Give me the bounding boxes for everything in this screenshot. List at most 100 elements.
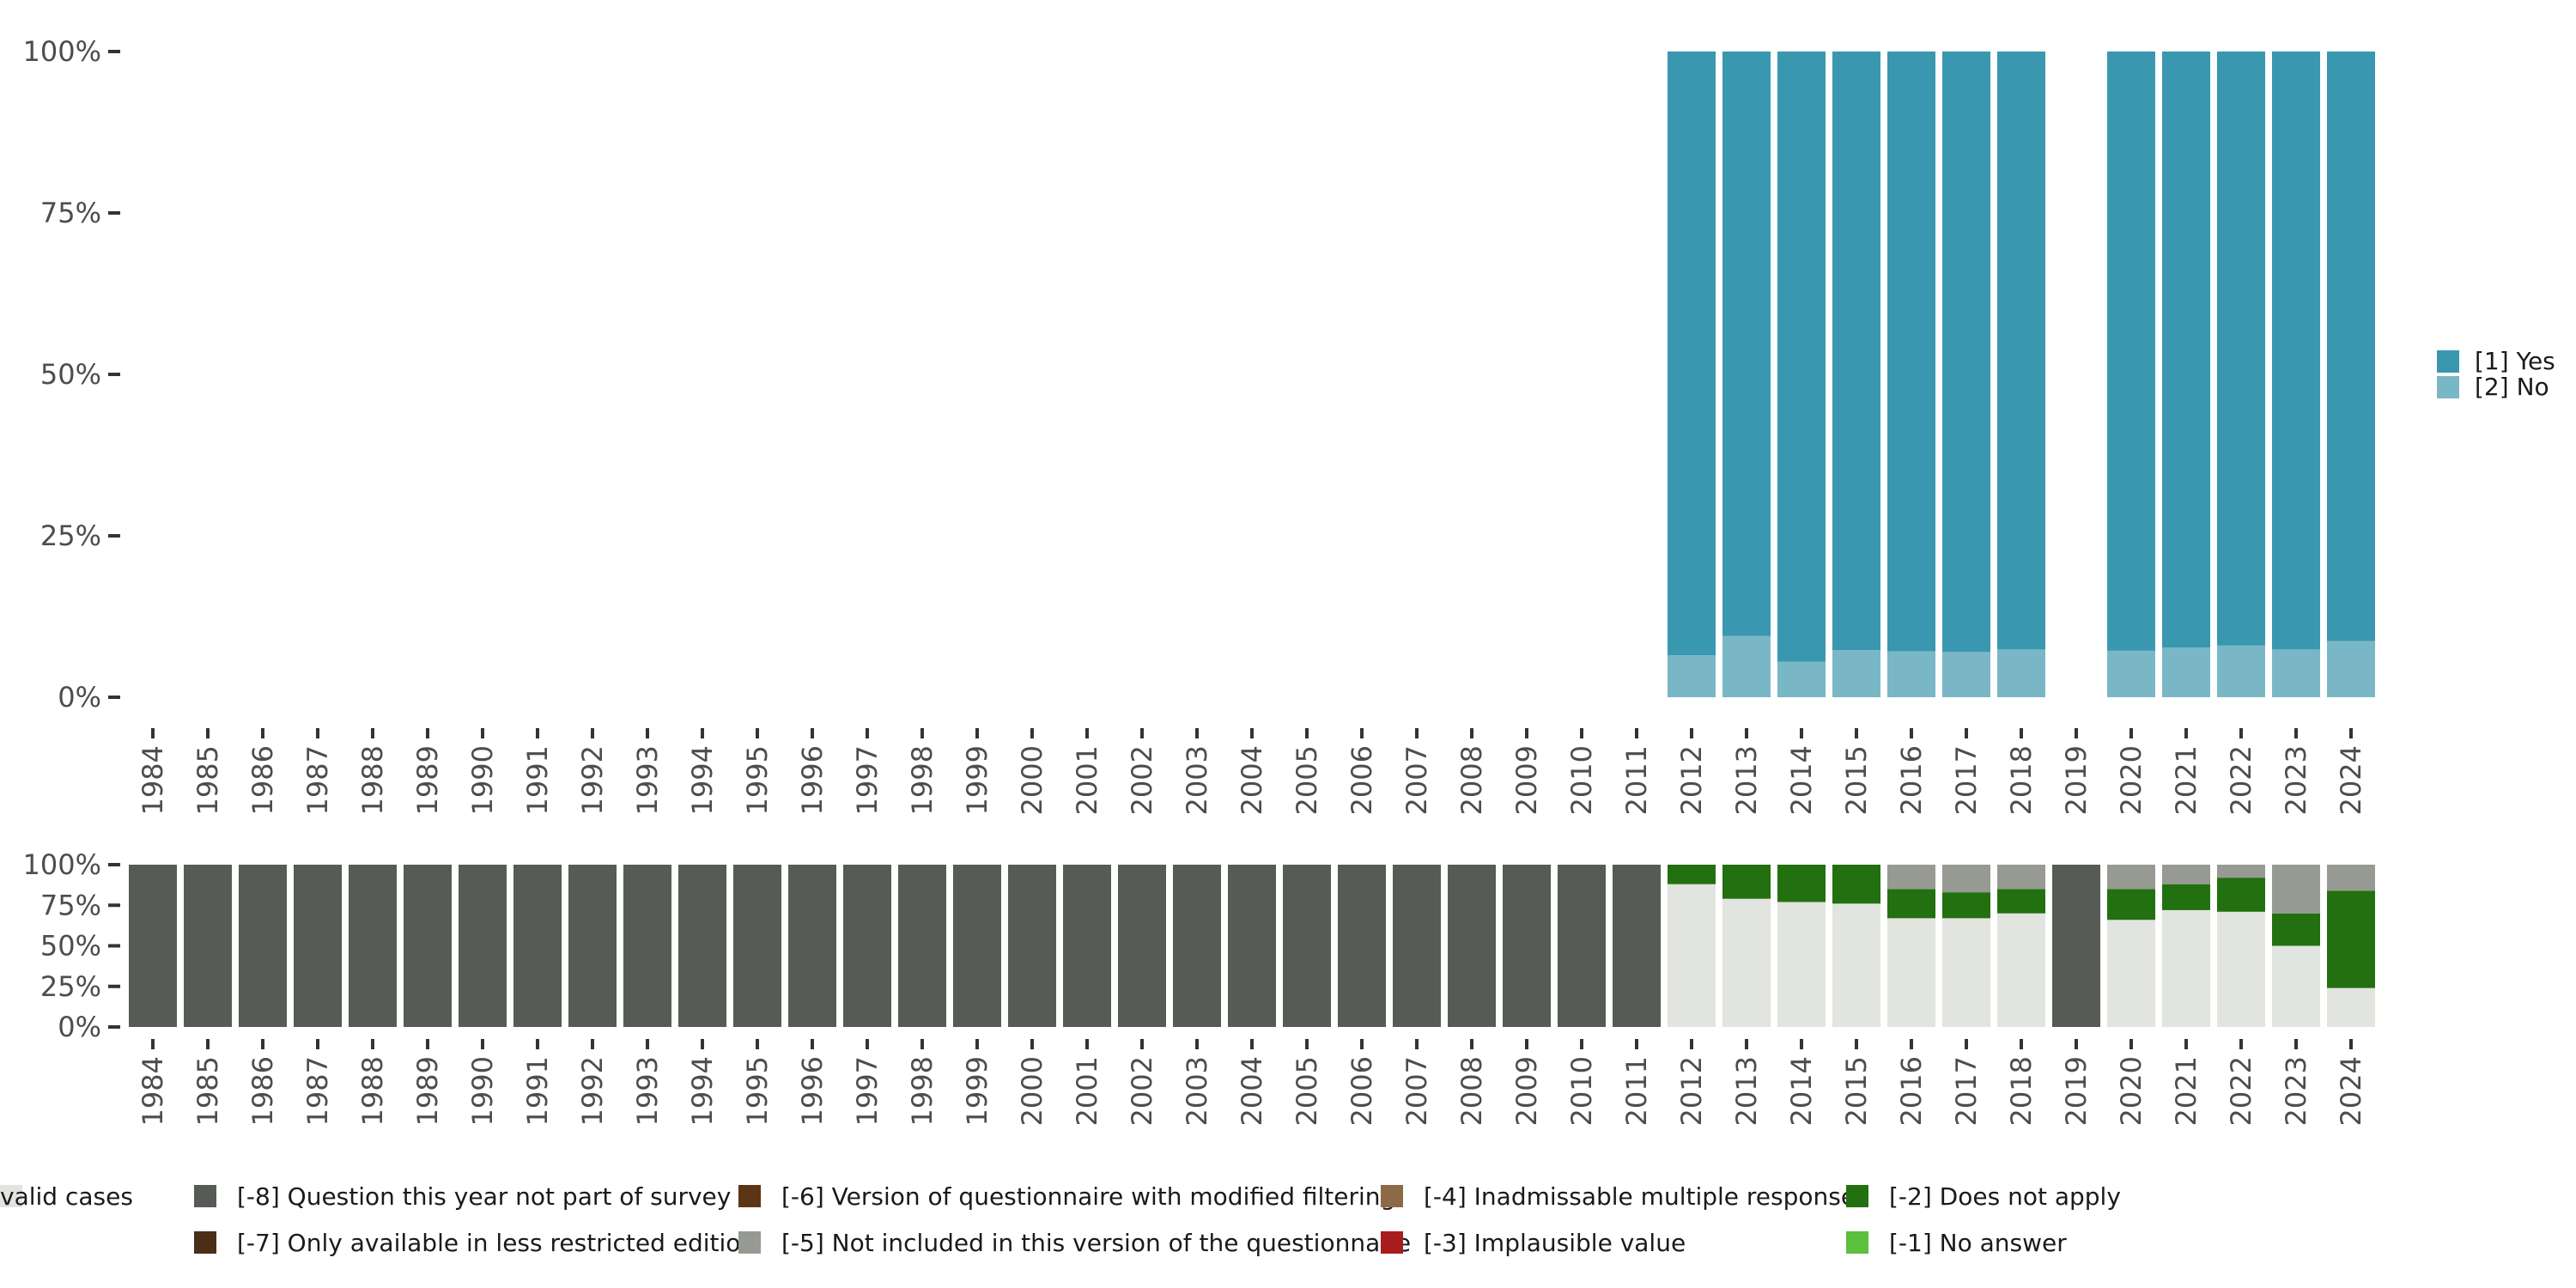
x-tick-label: 1989: [411, 745, 444, 815]
bar-segment: [2217, 911, 2265, 1027]
x-tick-label: 2008: [1455, 745, 1488, 815]
legend-swatch: [1846, 1185, 1868, 1207]
bar-segment: [623, 865, 671, 1027]
x-tick-label: 2001: [1071, 745, 1103, 815]
bar-segment: [1997, 52, 2045, 650]
legend-label: [-6] Version of questionnaire with modif…: [781, 1182, 1395, 1211]
bar-segment: [1832, 52, 1880, 651]
bar-segment: [1777, 902, 1826, 1027]
bar-segment: [733, 865, 781, 1027]
bar-segment: [2217, 645, 2265, 697]
x-tick-label: 2006: [1346, 745, 1378, 815]
x-tick-label: 1994: [686, 745, 719, 815]
y-tick-label: 75%: [40, 197, 101, 229]
x-tick-label: 2023: [2280, 745, 2312, 815]
legend-label: [1] Yes: [2475, 347, 2555, 375]
bar-segment: [513, 865, 562, 1027]
bar-segment: [1722, 635, 1771, 697]
bar-segment: [1448, 865, 1496, 1027]
bar-segment: [184, 865, 232, 1027]
bar-segment: [1942, 652, 1990, 697]
x-tick-label: 1995: [741, 745, 774, 815]
bar-segment: [953, 865, 1001, 1027]
bar-segment: [2162, 884, 2210, 910]
bar-segment: [2162, 647, 2210, 697]
y-tick-label: 50%: [40, 358, 101, 391]
bar-segment: [1942, 865, 1990, 893]
x-tick-label: 1999: [961, 745, 993, 815]
legend-swatch: [2437, 350, 2459, 373]
bar-segment: [2272, 649, 2320, 697]
bar-segment: [1722, 52, 1771, 636]
x-tick-label: 1992: [576, 745, 609, 815]
bar-segment: [1008, 865, 1056, 1027]
bar-segment: [2107, 52, 2155, 651]
bar-segment: [2217, 865, 2265, 878]
bar-segment: [1283, 865, 1331, 1027]
bar-segment: [1942, 918, 1990, 1027]
legend-swatch: [2437, 376, 2459, 398]
bar-segment: [1173, 865, 1221, 1027]
bar-segment: [2162, 865, 2210, 884]
bar-segment: [1997, 865, 2045, 890]
legend-swatch: [1846, 1231, 1868, 1254]
x-tick-label: 2002: [1126, 1056, 1158, 1126]
bar-segment: [2272, 52, 2320, 650]
bar-segment: [1668, 884, 1716, 1027]
y-tick-label: 0%: [58, 1011, 101, 1043]
bar-segment: [898, 865, 946, 1027]
x-tick-label: 1986: [246, 1056, 279, 1126]
x-tick-label: 2007: [1400, 745, 1433, 815]
x-tick-label: 2022: [2225, 1056, 2257, 1126]
bar-segment: [1777, 661, 1826, 697]
legend-swatch: [194, 1231, 216, 1254]
bar-segment: [1777, 52, 1826, 662]
x-tick-label: 1993: [631, 745, 664, 815]
x-tick-label: 1994: [686, 1056, 719, 1126]
y-tick-label: 25%: [40, 519, 101, 552]
bar-segment: [1777, 865, 1826, 902]
x-tick-label: 2000: [1016, 1056, 1048, 1126]
bar-segment: [1722, 865, 1771, 899]
x-tick-label: 1996: [796, 1056, 829, 1126]
legend-label: valid cases: [0, 1182, 133, 1211]
bar-segment: [2327, 865, 2375, 891]
legend-swatch: [1381, 1185, 1403, 1207]
bar-segment: [404, 865, 452, 1027]
x-tick-label: 2009: [1510, 1056, 1543, 1126]
bar-segment: [1942, 892, 1990, 919]
x-tick-label: 2020: [2115, 1056, 2148, 1126]
x-tick-label: 1998: [906, 745, 939, 815]
x-tick-label: 2020: [2115, 745, 2148, 815]
bar-segment: [1722, 898, 1771, 1027]
x-tick-label: 2012: [1675, 1056, 1708, 1126]
x-tick-label: 2024: [2335, 1056, 2367, 1126]
x-tick-label: 2014: [1785, 1056, 1818, 1126]
bar-segment: [2162, 52, 2210, 648]
x-tick-label: 2016: [1895, 1056, 1928, 1126]
bar-segment: [2217, 52, 2265, 646]
x-tick-label: 1990: [466, 745, 499, 815]
x-tick-label: 2021: [2170, 1056, 2202, 1126]
bar-segment: [1558, 865, 1606, 1027]
bar-segment: [239, 865, 287, 1027]
x-tick-label: 2017: [1950, 745, 1983, 815]
x-tick-label: 1995: [741, 1056, 774, 1126]
x-tick-label: 2006: [1346, 1056, 1378, 1126]
x-tick-label: 2010: [1565, 1056, 1598, 1126]
bar-segment: [1887, 52, 1935, 652]
bar-segment: [2107, 865, 2155, 890]
bar-segment: [2217, 878, 2265, 912]
x-tick-label: 2024: [2335, 745, 2367, 815]
legend-label: [-5] Not included in this version of the…: [781, 1229, 1411, 1257]
x-tick-label: 2012: [1675, 745, 1708, 815]
x-tick-label: 1986: [246, 745, 279, 815]
bar-segment: [1887, 889, 1935, 919]
bar-segment: [2327, 52, 2375, 641]
bar-segment: [1832, 650, 1880, 697]
x-tick-label: 1992: [576, 1056, 609, 1126]
x-tick-label: 2013: [1730, 1056, 1763, 1126]
bar-segment: [2107, 889, 2155, 920]
